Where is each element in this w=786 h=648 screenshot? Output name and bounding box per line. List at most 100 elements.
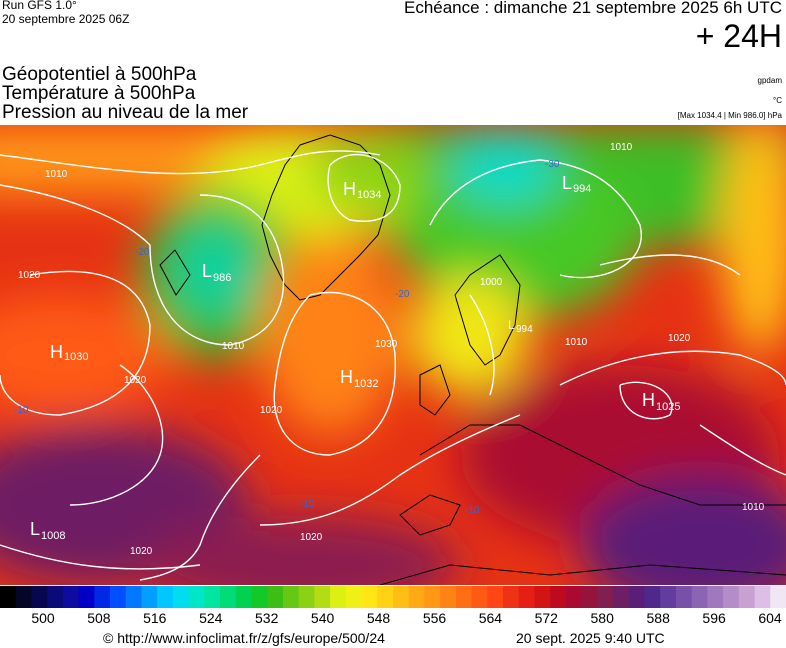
legend-swatch [94,586,111,608]
isobar-label: 1010 [45,169,68,180]
variable-geopotential: Géopotentiel à 500hPa [2,64,197,85]
isobar-label: 1010 [610,142,633,153]
variable-pressure: Pression au niveau de la mer [2,102,249,123]
legend-swatch [172,586,190,608]
legend-swatch [188,586,205,608]
pressure-centers: H 1034 L 994 L 986 H 1030 H 1032 H 1025 … [30,173,680,542]
color-scale-legend [0,586,786,608]
isobar-label: 1020 [130,546,153,557]
isobar-labels: 1010 1020 1020 1020 1020 1020 1010 1010 … [18,142,765,557]
svg-text:994: 994 [516,324,533,335]
svg-text:L: L [30,519,40,539]
svg-text:994: 994 [573,183,591,195]
legend-tick-label: 596 [702,610,726,626]
weather-map: 1010 1020 1020 1020 1020 1020 1010 1010 … [0,125,786,585]
isobar-label: 1020 [668,333,691,344]
run-label: Run GFS 1.0° [2,0,77,12]
scandinavia-coast [454,254,521,366]
legend-swatch [424,586,441,608]
isobar-label: 1020 [260,405,283,416]
temperature-label: -20 [135,247,150,258]
legend-tick-label: 532 [255,610,279,626]
isobar-label: 1030 [375,339,398,350]
pressure-center: H 1034 [343,179,381,201]
legend-tick-label: 508 [87,610,111,626]
legend-swatch [78,586,95,608]
pressure-center: H 1030 [50,342,88,363]
temperature-label: -20 [395,289,410,300]
iberia-coast [399,494,461,536]
greenland-coast [261,134,391,301]
legend-swatch [471,586,488,608]
pressure-center: H 1025 [642,390,680,413]
temperature-labels: -20 -20 -30 -10 -10 -10 [14,159,560,516]
legend-tick-label: 564 [478,610,503,626]
legend-swatch [282,586,300,608]
isobar-label: 1020 [300,532,323,543]
legend-swatch [267,586,284,608]
temperature-label: -10 [465,505,480,516]
svg-text:1030: 1030 [64,351,88,363]
legend-swatch [377,586,394,608]
legend-swatch [550,586,567,608]
pressure-center: L 994 [508,318,533,335]
legend-swatch [613,586,630,608]
legend-swatch [0,586,17,608]
temperature-label: -10 [14,405,29,416]
svg-text:1008: 1008 [41,530,65,542]
svg-text:L: L [508,318,515,332]
legend-swatch [503,586,520,608]
svg-text:L: L [202,261,212,281]
legend-swatch [408,586,426,608]
legend-swatch [723,586,740,608]
svg-text:986: 986 [213,272,231,284]
run-date: 20 septembre 2025 06Z [2,12,130,26]
isobars [0,150,786,581]
legend-swatch [204,586,221,608]
forecast-valid-time: Echéance : dimanche 21 septembre 2025 6h… [403,0,782,17]
legend-swatch [125,586,143,608]
legend-swatch [487,586,504,608]
legend-swatch [141,586,158,608]
legend-swatch [251,586,268,608]
temperature-label: -10 [300,499,315,510]
svg-text:1025: 1025 [656,401,680,413]
legend-tick-label: 556 [422,610,447,626]
legend-swatch [455,586,473,608]
legend-swatch [330,586,347,608]
variable-temperature: Température à 500hPa [2,83,196,104]
north-africa-coast [379,564,786,585]
isobar-label: 1000 [480,277,503,288]
temperature-label: -30 [545,159,560,170]
svg-text:H: H [50,342,63,362]
isobar-label: 1010 [222,341,245,352]
source-url[interactable]: © http://www.infoclimat.fr/z/gfs/europe/… [103,630,385,646]
isobar-label: 1020 [18,270,41,281]
legend-tick-label: 516 [143,610,167,626]
pressure-center: L 1008 [30,519,65,542]
legend-swatch [770,586,786,608]
legend-swatch [220,586,237,608]
legend-tick-label: 580 [590,610,614,626]
unit-pressure: [Max 1034.4 | Min 986.0] hPa [677,111,782,120]
pressure-center: L 986 [202,261,231,284]
legend-swatch [110,586,127,608]
legend-swatch [660,586,677,608]
legend-tick-label: 540 [310,610,335,626]
pressure-center: H 1032 [340,367,378,390]
legend-swatch [675,586,693,608]
legend-swatch [235,586,253,608]
british-isles-coast [419,364,451,416]
legend-swatch [738,586,756,608]
legend-swatch [393,586,410,608]
legend-swatch [314,586,331,608]
legend-swatch [518,586,536,608]
unit-temperature: °C [773,96,782,105]
isobar-label: 1010 [565,337,588,348]
legend-tick-label: 572 [534,610,558,626]
coastlines [159,134,786,585]
legend-swatch [47,586,64,608]
legend-tick-label: 604 [758,610,782,626]
legend-tick-label: 548 [366,610,391,626]
render-timestamp: 20 sept. 2025 9:40 UTC [516,630,665,646]
